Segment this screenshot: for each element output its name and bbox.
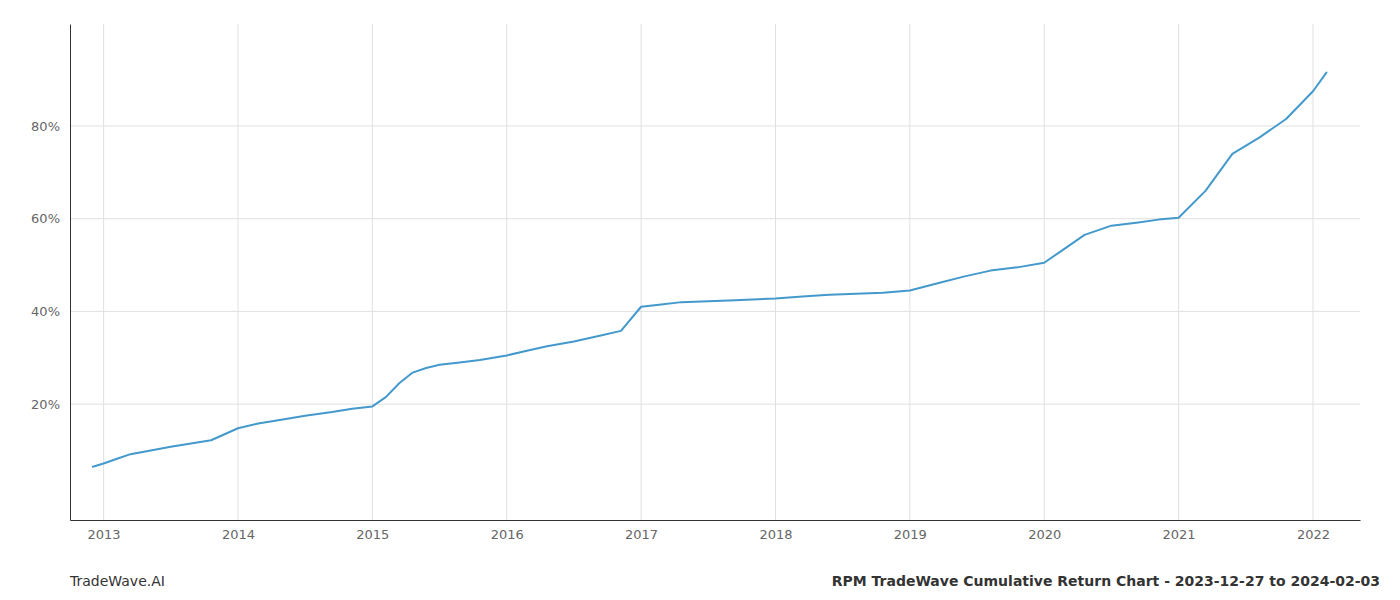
footer: TradeWave.AI RPM TradeWave Cumulative Ret… [69, 573, 1380, 589]
grid-line [70, 311, 1360, 312]
grid-line [372, 24, 373, 520]
grid-line [1178, 24, 1179, 520]
tick: 2022 [1297, 520, 1330, 542]
tick-label: 2016 [491, 527, 524, 542]
tick: 40% [31, 304, 70, 319]
grid-line [70, 404, 1360, 405]
grid-line [70, 125, 1360, 126]
tick-label: 2017 [625, 527, 658, 542]
tick-label: 40% [31, 304, 60, 319]
tick: 2016 [491, 520, 524, 542]
tick: 2013 [88, 520, 121, 542]
grid-line [909, 24, 910, 520]
tick-label: 2021 [1163, 527, 1196, 542]
grid-line [1044, 24, 1045, 520]
tick-label: 80% [31, 119, 60, 134]
tick-label: 2015 [356, 527, 389, 542]
grid-line [1312, 24, 1313, 520]
y-axis: 20% 40% 60% 80% [31, 25, 70, 521]
tick: 60% [31, 211, 70, 226]
tick: 2014 [222, 520, 255, 542]
axis-line [71, 520, 1361, 521]
tick-label: 2014 [222, 527, 255, 542]
grid [70, 24, 1360, 520]
tick: 2019 [894, 520, 927, 542]
tick-label: 2019 [894, 527, 927, 542]
watermark: TradeWave.AI [69, 573, 165, 589]
grid-line [641, 24, 642, 520]
line [93, 73, 1327, 467]
tick: 2021 [1163, 520, 1196, 542]
title: RPM TradeWave Cumulative Return Chart - … [832, 573, 1380, 589]
tick: 2018 [759, 520, 792, 542]
tick-label: 20% [31, 397, 60, 412]
tick-label: 60% [31, 211, 60, 226]
grid-line [237, 24, 238, 520]
tick-label: 2013 [88, 527, 121, 542]
tick: 2015 [356, 520, 389, 542]
tick: 20% [31, 397, 70, 412]
tick: 2017 [625, 520, 658, 542]
axis-line [70, 25, 71, 521]
tick: 2020 [1028, 520, 1061, 542]
tick-label: 2020 [1028, 527, 1061, 542]
plot-area [93, 73, 1327, 467]
tick: 80% [31, 119, 70, 134]
chart: 20% 40% 60% 80% 2013 2014 2015 2016 2017 2018 2019… [0, 0, 1400, 600]
tick-label: 2018 [759, 527, 792, 542]
grid-line [103, 24, 104, 520]
tick-label: 2022 [1297, 527, 1330, 542]
grid-line [775, 24, 776, 520]
x-axis: 2013 2014 2015 2016 2017 2018 2019 2020 2021 2022 [71, 520, 1361, 542]
grid-line [506, 24, 507, 520]
